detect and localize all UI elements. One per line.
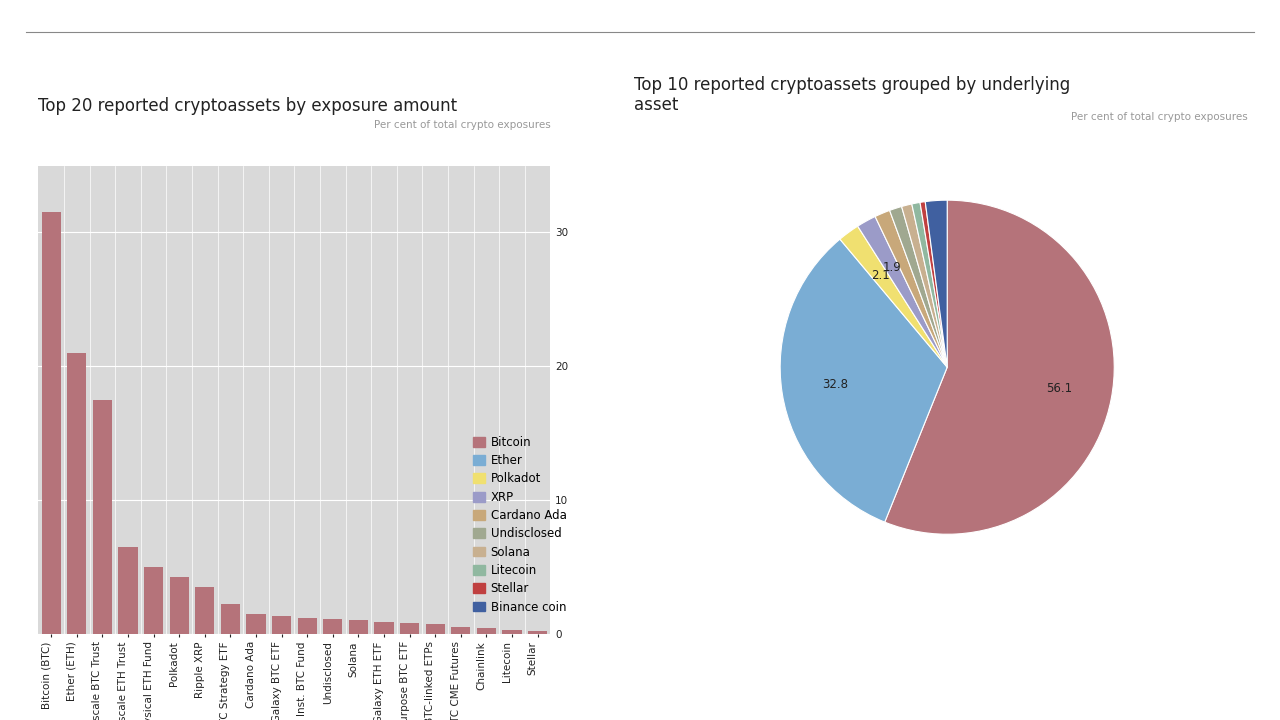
- Bar: [324, 619, 343, 634]
- Bar: [349, 620, 369, 634]
- Text: Top 20 reported cryptoassets by exposure amount: Top 20 reported cryptoassets by exposure…: [38, 97, 457, 115]
- Bar: [247, 613, 266, 634]
- Bar: [477, 629, 497, 634]
- Bar: [298, 618, 317, 634]
- Wedge shape: [911, 202, 947, 367]
- Wedge shape: [781, 239, 947, 522]
- Text: 2.1: 2.1: [870, 269, 890, 282]
- Wedge shape: [840, 226, 947, 367]
- Bar: [196, 587, 215, 634]
- Text: 32.8: 32.8: [822, 379, 849, 392]
- Text: 56.1: 56.1: [1046, 382, 1071, 395]
- Text: Per cent of total crypto exposures: Per cent of total crypto exposures: [1071, 112, 1248, 122]
- Bar: [401, 623, 420, 634]
- Bar: [68, 353, 87, 634]
- Bar: [41, 212, 61, 634]
- Wedge shape: [884, 200, 1114, 534]
- Bar: [145, 567, 164, 634]
- Bar: [93, 400, 113, 634]
- Text: Top 10 reported cryptoassets grouped by underlying
asset: Top 10 reported cryptoassets grouped by …: [634, 76, 1070, 114]
- Bar: [503, 629, 522, 634]
- Bar: [119, 546, 138, 634]
- Bar: [452, 627, 471, 634]
- Bar: [375, 621, 394, 634]
- Wedge shape: [890, 207, 947, 367]
- Wedge shape: [925, 200, 947, 367]
- Text: Per cent of total crypto exposures: Per cent of total crypto exposures: [374, 120, 550, 130]
- Bar: [273, 616, 292, 634]
- Wedge shape: [876, 210, 947, 367]
- Legend: Bitcoin, Ether, Polkadot, XRP, Cardano Ada, Undisclosed, Solana, Litecoin, Stell: Bitcoin, Ether, Polkadot, XRP, Cardano A…: [472, 436, 567, 613]
- Bar: [426, 624, 445, 634]
- Bar: [529, 631, 548, 634]
- Wedge shape: [920, 202, 947, 367]
- Bar: [170, 577, 189, 634]
- Bar: [221, 604, 241, 634]
- Text: 1.9: 1.9: [883, 261, 901, 274]
- Wedge shape: [858, 217, 947, 367]
- Wedge shape: [901, 204, 947, 367]
